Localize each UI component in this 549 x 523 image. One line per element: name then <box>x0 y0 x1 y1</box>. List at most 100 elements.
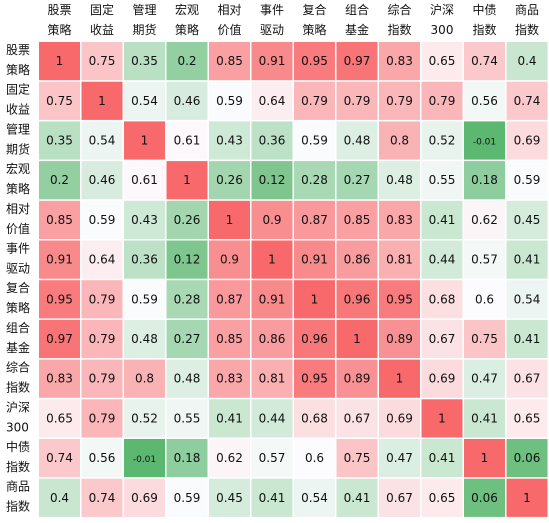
row-header-label: 中债 <box>6 439 30 454</box>
heatmap-cell <box>39 200 80 239</box>
heatmap-cell <box>81 200 123 239</box>
heatmap-cell <box>166 81 208 120</box>
heatmap-cell <box>81 121 123 160</box>
heatmap-cell <box>421 319 463 359</box>
heatmap-cell <box>124 42 165 81</box>
cell-value-label: 1 <box>396 372 404 386</box>
heatmap-cell <box>294 280 335 319</box>
heatmap-cell <box>124 319 165 359</box>
cell-value-label: 0.97 <box>344 54 371 68</box>
cell-value-label: 0.4 <box>50 491 69 505</box>
heatmap-cell <box>294 161 335 200</box>
cell-value-label: 0.74 <box>89 491 116 505</box>
row-header-label: 策略 <box>6 300 30 315</box>
heatmap-cell <box>421 280 463 319</box>
cell-value-label: 0.85 <box>46 213 73 227</box>
cell-value-label: 0.41 <box>514 253 541 267</box>
heatmap-cell <box>464 200 505 239</box>
cell-value-label: 0.57 <box>259 451 286 465</box>
cell-value-label: 0.41 <box>429 213 456 227</box>
cell-value-label: 0.91 <box>46 253 73 267</box>
row-header-label: 收益 <box>6 103 30 117</box>
heatmap-cell <box>379 478 420 517</box>
cell-value-label: 0.52 <box>131 411 158 425</box>
row-header-label: 复合 <box>6 280 30 295</box>
cell-value-label: 0.83 <box>216 372 243 386</box>
row-header-label: 基金 <box>6 340 30 355</box>
cell-value-label: 0.69 <box>131 491 158 505</box>
cell-value-label: 0.62 <box>216 451 243 465</box>
heatmap-cell <box>379 280 420 319</box>
heatmap-cell <box>336 81 378 120</box>
heatmap-cell <box>81 439 123 478</box>
cell-value-label: 0.95 <box>46 292 73 306</box>
column-header-label: 管理 <box>132 2 156 17</box>
cell-value-label: 0.6 <box>475 292 494 306</box>
cell-value-label: 0.75 <box>46 94 73 108</box>
cell-value-label: 0.8 <box>135 372 154 386</box>
heatmap-cell <box>251 399 293 438</box>
cell-value-label: 0.91 <box>259 292 286 306</box>
cell-value-label: 0.87 <box>301 213 328 227</box>
heatmap-cell <box>506 319 548 359</box>
cell-value-label: 0.54 <box>89 134 116 148</box>
heatmap-cell <box>294 81 335 120</box>
heatmap-cell <box>124 200 165 239</box>
row-headers: 股票策略固定收益管理期货宏观策略相对价值事件驱动复合策略组合基金综合指数沪深30… <box>6 43 30 514</box>
heatmap-cell <box>251 478 293 517</box>
row-header-label: 股票 <box>6 43 30 57</box>
cell-value-label: 1 <box>141 134 149 148</box>
heatmap-cell <box>336 439 378 478</box>
heatmap-cell <box>464 478 505 517</box>
cell-value-label: 0.68 <box>301 411 328 425</box>
row-header-label: 策略 <box>6 181 30 196</box>
column-header-label: 300 <box>431 23 454 37</box>
heatmap-cell <box>251 81 293 120</box>
cell-value-label: 0.06 <box>514 451 541 465</box>
heatmap-cell <box>379 439 420 478</box>
cell-value-label: 0.2 <box>177 54 196 68</box>
row-header-label: 期货 <box>6 141 30 156</box>
heatmap-cell <box>39 280 80 319</box>
row-header-label: 相对 <box>6 202 30 216</box>
heatmap-cell <box>421 42 463 81</box>
cell-value-label: 0.65 <box>514 411 541 425</box>
heatmap-cell <box>81 319 123 359</box>
row-header-label: 价值 <box>6 221 30 236</box>
cell-value-label: 0.45 <box>216 491 243 505</box>
heatmap-cell <box>209 121 250 160</box>
heatmap-cell <box>421 439 463 478</box>
cell-value-label: 0.46 <box>89 173 116 187</box>
column-header-label: 股票 <box>47 3 71 17</box>
heatmap-cell <box>506 439 548 478</box>
heatmap-cell <box>294 240 335 279</box>
heatmap-cell <box>251 240 293 279</box>
cell-value-label: 0.79 <box>89 292 116 306</box>
heatmap-cell <box>336 280 378 319</box>
cell-value-label: 0.68 <box>429 292 456 306</box>
cell-value-label: 1 <box>56 54 64 68</box>
cell-value-label: 0.85 <box>216 332 243 346</box>
heatmap-cell <box>209 478 250 517</box>
column-header-label: 中债 <box>472 2 496 17</box>
cell-value-label: 0.75 <box>471 332 498 346</box>
cell-value-label: 1 <box>98 94 106 108</box>
cell-value-label: 0.86 <box>344 253 371 267</box>
cell-value-label: 0.91 <box>301 253 328 267</box>
heatmap-cell <box>251 200 293 239</box>
column-header-label: 价值 <box>217 22 241 37</box>
cell-value-label: 1 <box>268 253 276 267</box>
column-header-label: 期货 <box>132 22 156 37</box>
heatmap-cell <box>166 240 208 279</box>
cell-value-label: 0.41 <box>259 491 286 505</box>
heatmap-cell <box>209 240 250 279</box>
heatmap-cell <box>81 161 123 200</box>
heatmap-cell <box>421 161 463 200</box>
cell-value-label: 0.74 <box>46 451 73 465</box>
cell-value-label: 0.75 <box>89 54 116 68</box>
cell-value-label: 0.44 <box>429 253 456 267</box>
column-header-label: 复合 <box>302 2 326 17</box>
column-header-label: 事件 <box>260 3 284 17</box>
cell-value-label: 0.59 <box>89 213 116 227</box>
